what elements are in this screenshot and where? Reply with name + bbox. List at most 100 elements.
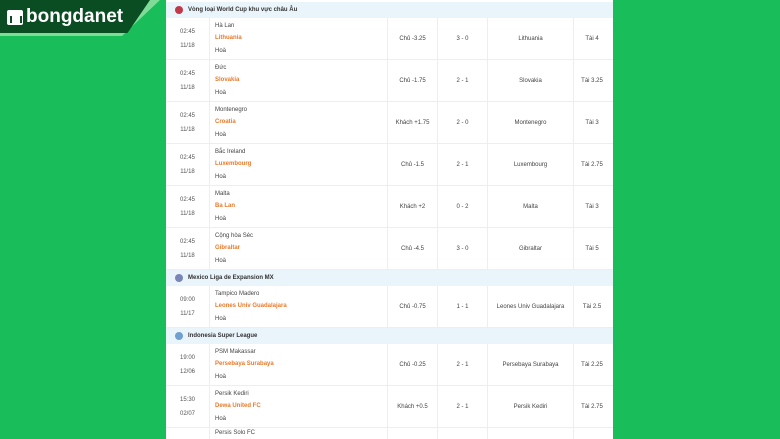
away-team[interactable]: Leones Univ Guadalajara	[215, 303, 287, 310]
draw-label: Hoà	[215, 373, 227, 380]
match-results-panel: Vòng loại World Cup khu vực châu Âu 02:4…	[166, 0, 613, 439]
draw-label: Hoà	[215, 89, 227, 96]
handicap-cell	[388, 428, 438, 439]
bongdanet-logo[interactable]: bongdanet	[0, 0, 160, 36]
result-cell: Montenegro	[488, 102, 574, 143]
handicap-cell: Chủ -0.25	[388, 344, 438, 385]
total-cell: Tài 3.25	[581, 77, 603, 84]
match-time: 09:00	[179, 296, 195, 303]
match-row[interactable]: 02:45 11/18 Đức Slovakia Hoà Chủ -1.75 2 - …	[166, 60, 613, 102]
match-time-cell: 02:45 11/18	[166, 228, 210, 269]
away-team[interactable]: Croatia	[215, 119, 236, 126]
teams-cell: Tampico Madero Leones Univ Guadalajara Hoà	[210, 286, 388, 327]
teams-cell: Persis Solo FC	[210, 428, 388, 439]
match-row[interactable]: 09:00 11/17 Tampico Madero Leones Univ Gua…	[166, 286, 613, 328]
league-header[interactable]: Mexico Liga de Expansion MX	[166, 270, 613, 286]
match-time-cell: 02:45 11/18	[166, 18, 210, 59]
away-team[interactable]: Gibraltar	[215, 245, 241, 252]
teams-cell: Malta Ba Lan Hoà	[210, 186, 388, 227]
match-time-cell: 02:45 11/18	[166, 144, 210, 185]
total-cell: Tài 2.25	[581, 361, 603, 368]
match-row[interactable]: 02:45 11/18 Bắc Ireland Luxembourg Hoà Chủ …	[166, 144, 613, 186]
logo-text: bongdanet	[26, 6, 124, 27]
score-cell: 1 - 1	[438, 286, 488, 327]
home-team[interactable]: Persik Kediri	[215, 391, 249, 398]
chart-icon	[7, 9, 23, 25]
result-cell: Lithuania	[488, 18, 574, 59]
league-name: Indonesia Super League	[188, 333, 258, 339]
match-time: 02:45	[179, 70, 195, 77]
score-cell	[438, 428, 488, 439]
home-team[interactable]: Tampico Madero	[215, 291, 260, 298]
result-cell: Persebaya Surabaya	[488, 344, 574, 385]
total-cell: Tài 5	[585, 245, 599, 252]
total-cell: Tài 3	[585, 203, 599, 210]
score-cell: 2 - 1	[438, 144, 488, 185]
draw-label: Hoà	[215, 173, 227, 180]
home-team[interactable]: Cộng hòa Séc	[215, 233, 254, 240]
match-date: 02/07	[179, 410, 195, 417]
match-time: 02:45	[179, 154, 195, 161]
handicap-cell: Chủ -1.75	[388, 60, 438, 101]
score-cell: 3 - 0	[438, 228, 488, 269]
away-team[interactable]: Luxembourg	[215, 161, 252, 168]
match-row[interactable]: 02:45 11/18 Cộng hòa Séc Gibraltar Hoà Chủ …	[166, 228, 613, 270]
match-date: 11/18	[180, 42, 195, 49]
draw-label: Hoà	[215, 415, 227, 422]
handicap-cell: Chủ -3.25	[388, 18, 438, 59]
teams-cell: Bắc Ireland Luxembourg Hoà	[210, 144, 388, 185]
teams-cell: Cộng hòa Séc Gibraltar Hoà	[210, 228, 388, 269]
match-date: 11/17	[180, 310, 195, 317]
home-team[interactable]: Bắc Ireland	[215, 149, 246, 156]
match-time-cell: 02:45 11/18	[166, 102, 210, 143]
away-team[interactable]: Lithuania	[215, 35, 242, 42]
handicap-cell: Khách +0.5	[388, 386, 438, 427]
handicap-cell: Chủ -1.5	[388, 144, 438, 185]
match-time: 02:45	[179, 112, 195, 119]
match-date: 11/18	[180, 168, 195, 175]
draw-label: Hoà	[215, 315, 227, 322]
match-date: 11/18	[180, 252, 195, 259]
league-name: Mexico Liga de Expansion MX	[188, 275, 274, 281]
match-row[interactable]: 15:30 02/07 Persik Kediri Dewa United FC Ho…	[166, 386, 613, 428]
score-cell: 2 - 1	[438, 60, 488, 101]
match-row[interactable]: 02:45 11/18 Malta Ba Lan Hoà Khách +2 0 - 2…	[166, 186, 613, 228]
teams-cell: Montenegro Croatia Hoà	[210, 102, 388, 143]
draw-label: Hoà	[215, 215, 227, 222]
total-cell: Tài 2.75	[581, 161, 603, 168]
match-time: 02:45	[179, 196, 195, 203]
league-icon	[175, 6, 183, 14]
match-row[interactable]: 02:45 11/18 Hà Lan Lithuania Hoà Chủ -3.25 …	[166, 18, 613, 60]
match-time-cell	[166, 428, 210, 439]
match-time: 02:45	[179, 28, 195, 35]
draw-label: Hoà	[215, 257, 227, 264]
away-team[interactable]: Slovakia	[215, 77, 240, 84]
total-cell: Tài 4	[585, 35, 599, 42]
match-time: 15:30	[179, 396, 195, 403]
score-cell: 2 - 1	[438, 386, 488, 427]
match-row[interactable]: 19:00 12/06 PSM Makassar Persebaya Surabay…	[166, 344, 613, 386]
league-icon	[175, 332, 183, 340]
away-team[interactable]: Ba Lan	[215, 203, 236, 210]
league-header[interactable]: Vòng loại World Cup khu vực châu Âu	[166, 2, 613, 18]
home-team[interactable]: Malta	[215, 191, 230, 198]
teams-cell: Hà Lan Lithuania Hoà	[210, 18, 388, 59]
match-row[interactable]: Persis Solo FC	[166, 428, 613, 439]
away-team[interactable]: Dewa United FC	[215, 403, 261, 410]
match-time: 02:45	[179, 238, 195, 245]
match-date: 11/18	[180, 126, 195, 133]
league-header[interactable]: Indonesia Super League	[166, 328, 613, 344]
home-team[interactable]: Hà Lan	[215, 23, 235, 30]
home-team[interactable]: Đức	[215, 65, 227, 72]
away-team[interactable]: Persebaya Surabaya	[215, 361, 274, 368]
match-row[interactable]: 02:45 11/18 Montenegro Croatia Hoà Khách +1…	[166, 102, 613, 144]
home-team[interactable]: PSM Makassar	[215, 349, 256, 356]
match-time-cell: 19:00 12/06	[166, 344, 210, 385]
home-team[interactable]: Persis Solo FC	[215, 430, 256, 436]
teams-cell: Đức Slovakia Hoà	[210, 60, 388, 101]
handicap-cell: Khách +2	[388, 186, 438, 227]
match-time-cell: 15:30 02/07	[166, 386, 210, 427]
result-cell: Persik Kediri	[488, 386, 574, 427]
score-cell: 2 - 0	[438, 102, 488, 143]
home-team[interactable]: Montenegro	[215, 107, 248, 114]
